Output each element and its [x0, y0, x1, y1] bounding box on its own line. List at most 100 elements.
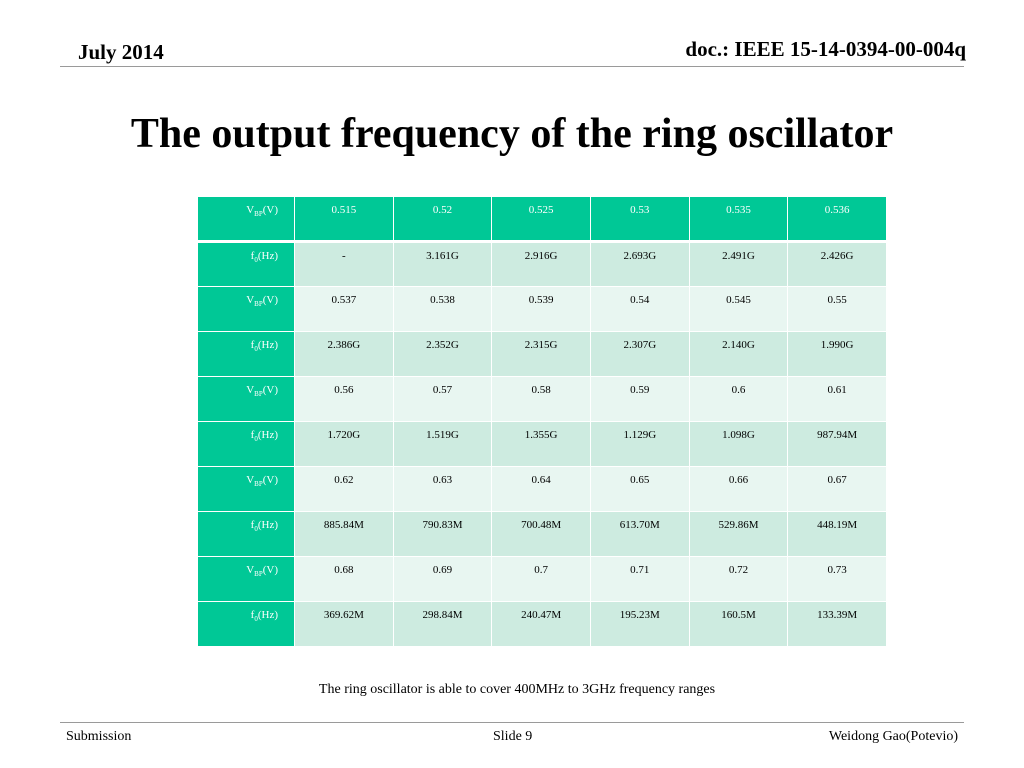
header-doc-id: doc.: IEEE 15-14-0394-00-004q: [685, 37, 966, 61]
row-label-subscript: 0: [254, 525, 258, 534]
row-label: f0(Hz): [197, 241, 295, 287]
row-label-unit: (V): [262, 384, 278, 396]
table-row: f0(Hz) 1.720G 1.519G 1.355G 1.129G 1.098G 987.…: [197, 421, 887, 467]
table-row: VBP(V) 0.515 0.52 0.525 0.53 0.535 0.536: [197, 196, 887, 242]
table-cell: 0.7: [491, 556, 591, 602]
row-label-subscript: 0: [254, 345, 258, 354]
row-label-subscript: BP: [254, 390, 263, 399]
row-label-subscript: 0: [254, 256, 258, 265]
row-label: VBP(V): [197, 556, 295, 602]
table-cell: 0.64: [491, 466, 591, 512]
row-label: VBP(V): [197, 286, 295, 332]
row-label-main: V: [246, 474, 255, 486]
table-cell: 0.538: [392, 286, 493, 332]
table-cell: 3.161G: [392, 241, 493, 287]
table-cell: 0.71: [589, 556, 690, 602]
table-cell: 1.519G: [392, 421, 493, 467]
table-cell: 160.5M: [688, 601, 789, 647]
table-cell: 2.315G: [491, 331, 591, 377]
table-cell: 1.355G: [491, 421, 591, 467]
table-row: VBP(V) 0.56 0.57 0.58 0.59 0.6 0.61: [197, 376, 887, 422]
row-label-unit: (Hz): [257, 250, 278, 262]
table-row: VBP(V) 0.537 0.538 0.539 0.54 0.545 0.55: [197, 286, 887, 332]
table-cell: 0.57: [392, 376, 493, 422]
table-row: f0(Hz) -3.161G 2.916G 2.693G 2.491G 2.426G: [197, 241, 887, 287]
row-label-unit: (V): [262, 474, 278, 486]
row-label-main: f: [250, 339, 255, 351]
row-label-unit: (V): [262, 204, 278, 216]
row-label: VBP(V): [197, 376, 295, 422]
table-cell: 0.69: [392, 556, 493, 602]
table-cell: 195.23M: [589, 601, 690, 647]
row-label-main: V: [246, 564, 255, 576]
table-cell: 0.535: [688, 196, 789, 242]
row-label-subscript: BP: [254, 480, 263, 489]
table-row: VBP(V) 0.68 0.69 0.7 0.71 0.72 0.73: [197, 556, 887, 602]
table-cell: 0.515: [294, 196, 394, 242]
table-cell: 2.140G: [688, 331, 789, 377]
row-label-subscript: 0: [254, 615, 258, 624]
row-label-subscript: BP: [254, 570, 263, 579]
row-label-main: f: [250, 429, 255, 441]
header-date: July 2014: [78, 40, 164, 64]
table-cell: 0.536: [787, 196, 887, 242]
table-cell: 0.73: [787, 556, 887, 602]
frequency-table: VBP(V) 0.515 0.52 0.525 0.53 0.535 0.536 f0(Hz)…: [197, 196, 887, 647]
table-cell: 0.52: [392, 196, 493, 242]
table-cell: 133.39M: [787, 601, 887, 647]
table-cell: 1.720G: [294, 421, 394, 467]
table-row: VBP(V) 0.62 0.63 0.64 0.65 0.66 0.67: [197, 466, 887, 512]
table-cell: 0.72: [688, 556, 789, 602]
table-cell: 0.68: [294, 556, 394, 602]
row-label-unit: (Hz): [257, 339, 278, 351]
table-cell: 0.545: [688, 286, 789, 332]
table-cell: -: [294, 241, 394, 287]
footer-divider: [60, 722, 964, 723]
table-cell: 885.84M: [294, 511, 394, 557]
table-row: f0(Hz) 2.386G 2.352G 2.315G 2.307G 2.140G 1.99…: [197, 331, 887, 377]
row-label-subscript: 0: [254, 435, 258, 444]
row-label-unit: (Hz): [257, 609, 278, 621]
table-cell: 2.491G: [688, 241, 789, 287]
table-cell: 2.916G: [491, 241, 591, 287]
table-cell: 0.66: [688, 466, 789, 512]
table-cell: 0.55: [787, 286, 887, 332]
row-label-subscript: BP: [254, 300, 263, 309]
table-cell: 700.48M: [491, 511, 591, 557]
row-label: VBP(V): [197, 196, 295, 242]
table-cell: 2.307G: [589, 331, 690, 377]
table-cell: 0.525: [491, 196, 591, 242]
table-cell: 613.70M: [589, 511, 690, 557]
table-cell: 0.6: [688, 376, 789, 422]
table-cell: 0.62: [294, 466, 394, 512]
table-cell: 448.19M: [787, 511, 887, 557]
row-label: f0(Hz): [197, 601, 295, 647]
table-cell: 2.352G: [392, 331, 493, 377]
table-cell: 298.84M: [392, 601, 493, 647]
row-label-main: f: [250, 609, 255, 621]
table-cell: 240.47M: [491, 601, 591, 647]
table-cell: 0.54: [589, 286, 690, 332]
footer-submission: Submission: [66, 729, 132, 744]
row-label-unit: (Hz): [257, 519, 278, 531]
table-row: f0(Hz) 369.62M 298.84M 240.47M 195.23M 160.5M…: [197, 601, 887, 647]
row-label-unit: (Hz): [257, 429, 278, 441]
table-cell: 790.83M: [392, 511, 493, 557]
table-cell: 987.94M: [787, 421, 887, 467]
table-cell: 0.59: [589, 376, 690, 422]
row-label: f0(Hz): [197, 421, 295, 467]
table-cell: 0.61: [787, 376, 887, 422]
row-label-main: f: [250, 250, 255, 262]
table-cell: 2.693G: [589, 241, 690, 287]
slide-title: The output frequency of the ring oscilla…: [130, 111, 894, 157]
table-row: f0(Hz) 885.84M 790.83M 700.48M 613.70M 529.86…: [197, 511, 887, 557]
table-cell: 0.56: [294, 376, 394, 422]
row-label-subscript: BP: [254, 210, 263, 219]
row-label-main: V: [246, 384, 255, 396]
footer-author: Weidong Gao(Potevio): [828, 729, 958, 744]
table-cell: 2.386G: [294, 331, 394, 377]
table-cell: 369.62M: [294, 601, 394, 647]
row-label-unit: (V): [262, 564, 278, 576]
table-cell: 529.86M: [688, 511, 789, 557]
table-cell: 0.537: [294, 286, 394, 332]
